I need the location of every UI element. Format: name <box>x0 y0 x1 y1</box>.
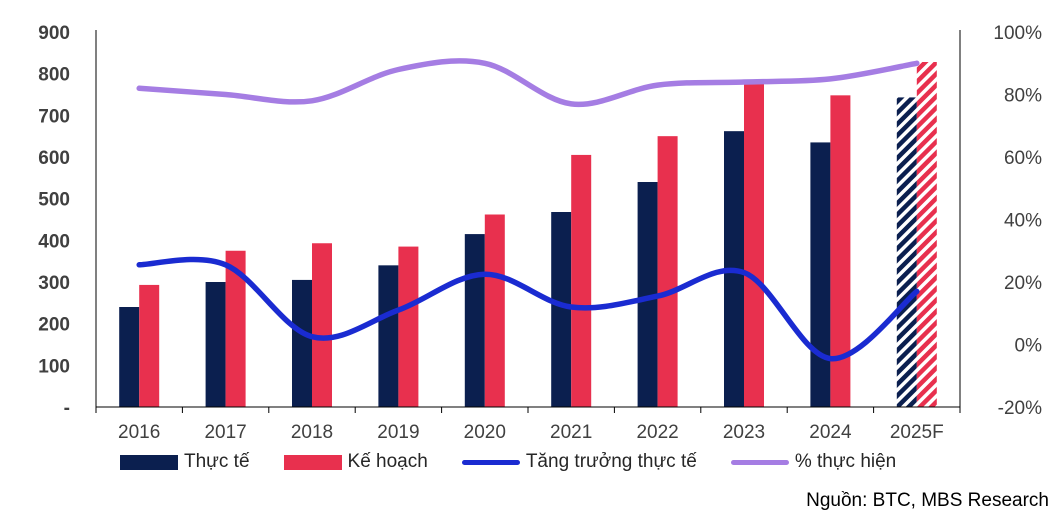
y-right-tick-label: 40% <box>1004 211 1042 232</box>
x-tick-label: 2025F <box>890 422 944 443</box>
bar-actual <box>205 282 226 407</box>
y-right-tick-label: 60% <box>1004 148 1042 169</box>
y-left-tick-label: 800 <box>38 65 70 86</box>
y-left-tick-label: 300 <box>38 273 70 294</box>
y-right-tick-label: -20% <box>998 398 1042 419</box>
legend-item-completion: % thực hiện <box>730 451 897 473</box>
bar-plan <box>830 95 851 407</box>
x-tick-label: 2016 <box>118 422 160 443</box>
bar-actual <box>119 307 140 407</box>
y-left-tick-label: 200 <box>38 315 70 336</box>
line-actual-growth <box>136 256 920 362</box>
bar-plan <box>398 246 419 407</box>
source-note: Nguồn: BTC, MBS Research <box>806 490 1049 511</box>
bar-plan <box>657 136 678 407</box>
y-right-tick-label: 0% <box>1015 336 1043 357</box>
bar-plan <box>312 243 332 407</box>
bar-actual <box>637 182 658 407</box>
x-tick-label: 2022 <box>636 422 678 443</box>
bar-actual <box>378 265 399 407</box>
y-right-tick-label: 80% <box>1004 86 1042 107</box>
y-left-tick-label: 600 <box>38 148 70 169</box>
x-tick-label: 2020 <box>464 422 506 443</box>
x-tick-label: 2019 <box>377 422 419 443</box>
y-left-tick-label: 700 <box>38 106 70 127</box>
x-tick-label: 2023 <box>723 422 765 443</box>
legend-swatch-plan <box>283 454 342 470</box>
y-left-tick-label: 500 <box>38 190 70 211</box>
bar-actual <box>896 97 917 408</box>
bar-actual <box>551 212 572 407</box>
legend-label-completion: % thực hiện <box>794 451 897 472</box>
y-left-tick-label: 100 <box>38 356 70 377</box>
y-left-tick-label: 900 <box>38 23 70 44</box>
y-right-tick-label: 100% <box>993 23 1042 44</box>
y-left-tick-label: - <box>64 398 70 419</box>
legend-item-growth: Tăng trưởng thực tế <box>461 451 697 473</box>
x-tick-label: 2018 <box>291 422 333 443</box>
y-right-tick-label: 20% <box>1004 273 1042 294</box>
legend-item-plan: Kế hoạch <box>283 451 428 473</box>
combo-chart: - 100 200 300 400 500 600 700 800 900 -20% 0% 20% 40%… <box>38 23 1042 443</box>
legend-label-growth: Tăng trưởng thực tế <box>525 451 697 472</box>
legend-label-plan: Kế hoạch <box>347 451 428 472</box>
bar-plan <box>139 284 160 407</box>
bar-plan <box>916 62 937 407</box>
bar-actual <box>464 234 485 407</box>
line-completion-rate <box>136 58 920 108</box>
bar-plan <box>484 214 505 407</box>
legend-swatch-growth <box>461 459 520 465</box>
bar-plan <box>571 154 592 407</box>
chart-legend: Thực tế Kế hoạch Tăng trưởng thực tế % t… <box>120 448 930 476</box>
x-tick-label: 2017 <box>204 422 246 443</box>
bar-actual <box>292 279 312 407</box>
bar-plan <box>225 250 246 407</box>
y-left-tick-label: 400 <box>38 231 70 252</box>
bar-plan <box>744 79 764 408</box>
legend-swatch-completion <box>730 459 789 465</box>
legend-label-actual: Thực tế <box>184 451 250 472</box>
x-tick-label: 2021 <box>550 422 592 443</box>
plot-area: - 100 200 300 400 500 600 700 800 900 -20% 0% 20% 40%… <box>38 23 1042 443</box>
x-tick-label: 2024 <box>809 422 852 443</box>
legend-swatch-actual <box>120 454 178 470</box>
legend-item-actual: Thực tế <box>120 451 250 473</box>
bar-actual <box>810 142 831 407</box>
